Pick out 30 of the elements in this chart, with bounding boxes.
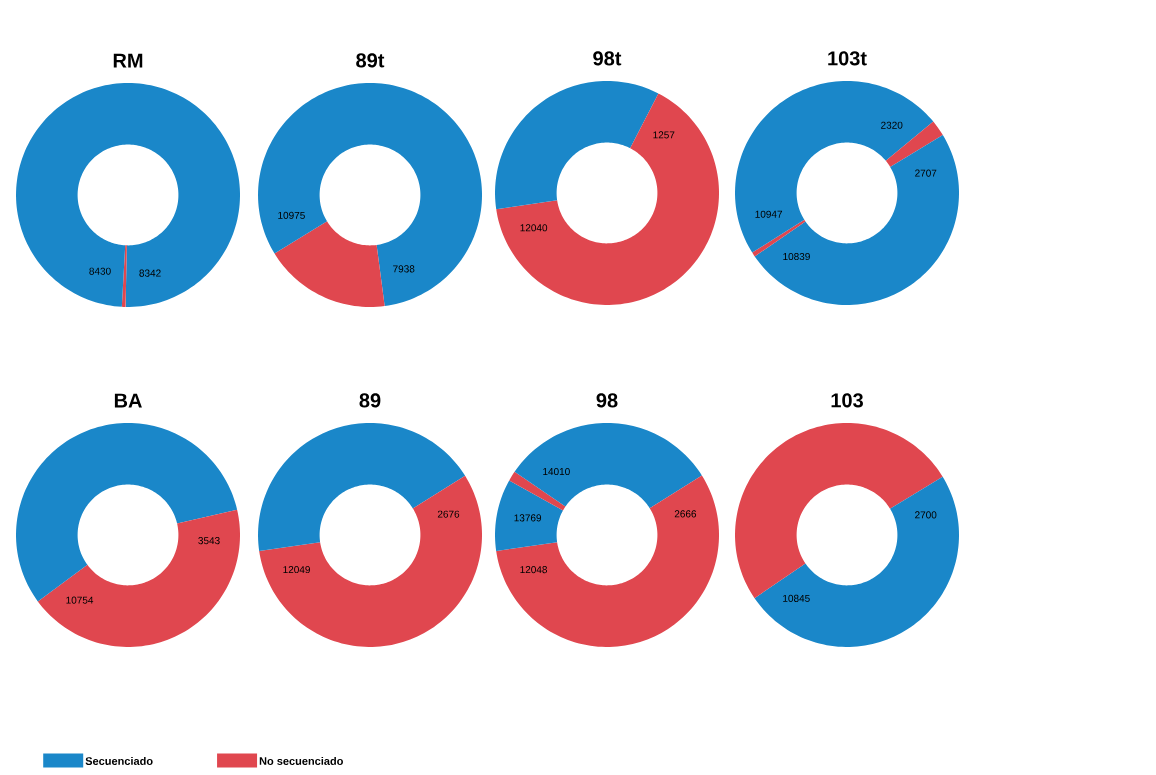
- chart-title: 98t: [593, 51, 622, 66]
- text: 10947: [755, 210, 783, 218]
- text: 8342: [139, 269, 161, 277]
- text: 2320: [881, 121, 903, 129]
- text: 2700: [915, 511, 937, 519]
- text: 13769: [514, 514, 542, 522]
- chart-title: 89t: [356, 53, 385, 68]
- chart-title: 103: [831, 393, 863, 408]
- text: 10754: [66, 596, 94, 604]
- text: 2707: [915, 169, 937, 177]
- text: 10839: [783, 252, 810, 261]
- text: 10975: [278, 211, 305, 219]
- legend-label: Secuenciado: [85, 756, 153, 765]
- text: 1257: [653, 131, 675, 139]
- text: 8430: [89, 267, 111, 275]
- chart-title: 103t: [828, 51, 867, 66]
- text: 12049: [283, 566, 310, 574]
- text: 10845: [783, 594, 810, 602]
- chart-title: BA: [114, 393, 142, 408]
- chart-title: 98: [596, 393, 618, 408]
- text: 3543: [198, 537, 220, 545]
- text: 7938: [393, 265, 415, 273]
- text: 2676: [437, 510, 460, 518]
- chart-title: 89: [359, 393, 381, 408]
- chart-title: RM: [113, 53, 143, 68]
- text: 12048: [520, 566, 548, 574]
- text: 14010: [543, 468, 570, 476]
- text: 2666: [674, 510, 697, 518]
- text: 12040: [520, 224, 548, 232]
- legend-label: No secuenciado: [259, 756, 343, 765]
